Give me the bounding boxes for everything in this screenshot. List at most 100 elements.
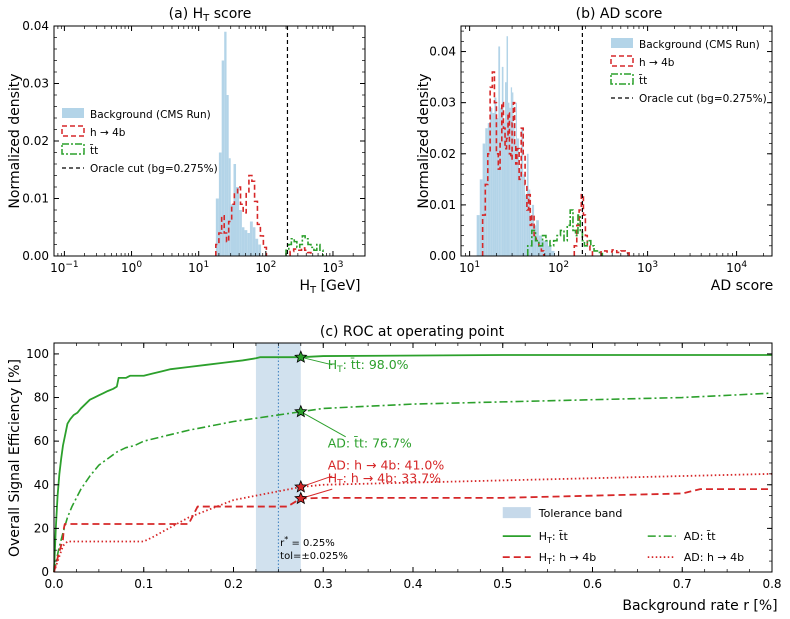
x-tick-label: 104 [726,260,747,275]
hist-step-1 [481,71,545,256]
hist-bar [230,204,234,256]
hist-bar [500,107,502,257]
hist-bar [526,153,529,256]
hist-bar [215,198,219,256]
x-tick-label: 0.4 [403,577,422,591]
hist-bar [492,112,495,256]
hist-bar [218,152,222,256]
legend-swatch-band [502,507,531,519]
hist-bar [513,123,515,256]
legend-label: Oracle cut (bg=0.275%) [639,93,767,105]
chart-title-a: (a) HT score [169,6,252,24]
x-tick-label: 101 [188,260,209,275]
legend-label: h → 4b [639,57,675,69]
y-tick-label: 0.02 [429,147,456,161]
x-axis-label-c: Background rate r [%] [622,598,777,614]
hist-step-3 [526,209,604,256]
hist-bar [247,233,250,256]
plot-frame [53,25,366,257]
hist-bar [548,245,552,256]
hist-bar [252,227,256,256]
x-tick-label: 103 [322,260,343,275]
y-axis-label-a: Normalized density [7,73,23,208]
legend-label: t̄t [89,144,98,157]
hist-step-1 [215,174,268,256]
hist-bar [510,87,513,256]
y-tick-label: 0.04 [22,19,49,33]
roc-line-ad_tt [53,392,773,573]
hist-bar [226,95,229,256]
annotation-label: AD: t̄t: 76.7% [328,436,412,451]
chart-title-b: (b) AD score [576,6,663,22]
x-tick-label: 0.1 [134,577,153,591]
y-tick-label: 60 [34,434,49,448]
y-tick-label: 100 [26,347,49,361]
legend-label: AD: h → 4b [684,551,744,564]
legend-swatch-h4b [61,125,85,137]
hist-bar [496,118,499,256]
x-tick-label: 0.7 [673,577,692,591]
hist-bar [236,187,240,256]
hist-bar [482,143,486,256]
y-tick-label: 80 [34,391,49,405]
hist-step-3 [289,247,312,256]
y-tick-label: 20 [34,521,49,535]
y-tick-label: 0 [41,565,49,579]
hist-bar [530,215,532,256]
hist-bar [512,92,514,256]
x-tick-label: 102 [548,260,569,275]
hist-bar [487,123,491,256]
hist-step-2 [573,193,594,256]
hist-bar [509,107,511,257]
operating-point-marker [294,491,308,505]
annotation-connector [300,356,333,366]
plot-area-c: HT: t̄t: 98.0% AD: t̄t: 76.7% AD: h → 4b: … [26,342,782,591]
hist-bar [514,143,516,256]
x-tick-label: 0.8 [762,577,781,591]
hist-bar [528,189,531,256]
annotation-label: AD: h → 4b: 41.0% [328,457,445,472]
x-tick-label: 0.2 [224,577,243,591]
x-tick-label: 0.0 [44,577,63,591]
y-axis-label-c: Overall Signal Efficiency [%] [7,359,23,557]
x-tick-label: 10−1 [50,260,79,275]
hist-bar [501,66,504,256]
legend-swatch-background [611,38,633,48]
y-tick-label: 0.01 [429,198,456,212]
hist-bar [516,138,520,256]
legend-swatch-ttbar [61,143,85,155]
operating-point-marker [294,350,308,363]
operating-point-marker [294,404,308,418]
hist-bar [258,244,262,256]
hist-bar [498,46,501,256]
legend-swatch-ttbar [610,73,634,85]
hist-step-2 [285,235,324,256]
hist-bar [239,210,242,256]
hist-bar [508,102,510,257]
hist-bar [544,240,549,256]
x-tick-label: 103 [637,260,658,275]
annotation-connector [300,411,346,438]
hist-bar [523,174,526,256]
legend-label: HT: t̄t [539,530,569,545]
tolerance-band [255,343,301,572]
tolerance-label: tol=±0.025% [280,551,348,562]
hist-bar [541,240,545,256]
hist-bar [479,179,483,256]
x-tick-label: 101 [459,260,480,275]
legend-label: Background (CMS Run) [90,109,211,121]
chart-title-c: (c) ROC at operating point [320,324,505,340]
roc-line-ht_tt [53,354,772,573]
hist-bar [490,107,493,257]
y-tick-label: 0.03 [22,77,49,91]
hist-bar [519,169,522,256]
hist-bar [233,164,237,256]
y-tick-label: 0.04 [429,45,456,59]
panel-ad-score: (b) AD score 0.00 0.01 0.02 0.03 0.04 101 102 1… [416,6,773,294]
roc-line-ht_h4b [53,488,772,573]
hist-bar [494,97,497,256]
hist-bar [244,230,248,256]
x-tick-label: 0.3 [314,577,333,591]
hist-step-4 [600,249,630,256]
